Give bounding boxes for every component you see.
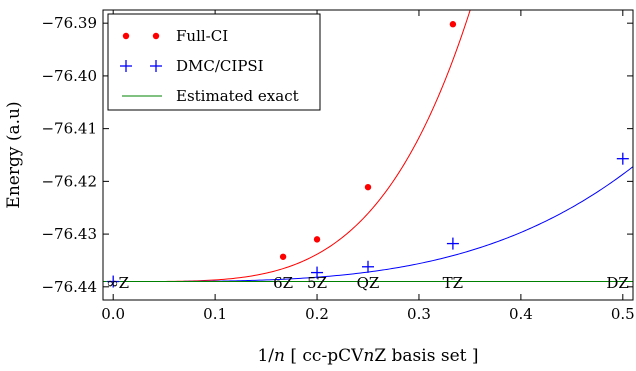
basis-label-1: 6Z xyxy=(273,274,293,292)
data-points xyxy=(107,21,629,288)
y-tick-label-2: −76.42 xyxy=(41,172,97,190)
legend: Full-CI DMC/CIPSI Estimated exact xyxy=(107,13,321,111)
legend-box xyxy=(107,13,321,111)
y-tick-label-4: −76.40 xyxy=(41,67,97,85)
legend-label-2: Estimated exact xyxy=(176,87,299,105)
x-tick-label-4: 0.4 xyxy=(509,305,533,323)
x-tick-label-1: 0.1 xyxy=(203,305,227,323)
x-tick-label-5: 0.5 xyxy=(611,305,635,323)
data-point-0-2 xyxy=(364,183,372,191)
data-point-1-1 xyxy=(311,266,324,279)
basis-label-0: ∞Z xyxy=(106,274,129,292)
x-tick-label-3: 0.3 xyxy=(407,305,431,323)
data-point-0-0 xyxy=(279,253,287,260)
y-tick-label-3: −76.41 xyxy=(41,120,97,138)
y-tick-label-5: −76.39 xyxy=(41,14,97,32)
y-tick-label-0: −76.44 xyxy=(41,278,97,296)
x-axis-title: 1/n [ cc-pCVnZ basis set ] xyxy=(257,346,478,366)
basis-label-2: 5Z xyxy=(307,274,327,292)
basis-set-labels: ∞Z 6Z 5Z QZ TZ DZ xyxy=(106,274,629,292)
basis-label-3: QZ xyxy=(357,274,380,292)
x-tick-label-0: 0.0 xyxy=(101,305,125,323)
axis-ticks xyxy=(103,10,633,300)
y-tick-label-1: −76.43 xyxy=(41,225,97,243)
y-axis-title: Energy (a.u) xyxy=(4,101,24,208)
basis-label-5: DZ xyxy=(606,274,628,292)
tick-labels: 0.0 0.1 0.2 0.3 0.4 0.5 −76.44 −76.43 −76.42 −76.… xyxy=(41,14,634,323)
basis-label-4: TZ xyxy=(443,274,463,292)
data-point-1-2 xyxy=(362,260,374,273)
x-tick-label-2: 0.2 xyxy=(305,305,329,323)
legend-label-1: DMC/CIPSI xyxy=(176,57,264,75)
legend-marker-a-1 xyxy=(120,60,132,72)
data-point-1-0 xyxy=(107,275,120,288)
data-point-1-3 xyxy=(446,237,459,250)
data-point-0-1 xyxy=(313,236,321,243)
data-point-1-4 xyxy=(616,152,629,165)
legend-label-0: Full-CI xyxy=(176,27,228,45)
legend-marker-b-0 xyxy=(152,32,160,40)
legend-marker-b-1 xyxy=(150,60,162,72)
plot-frame xyxy=(102,9,634,301)
legend-marker-a-0 xyxy=(122,32,130,40)
data-point-0-3 xyxy=(449,21,457,28)
